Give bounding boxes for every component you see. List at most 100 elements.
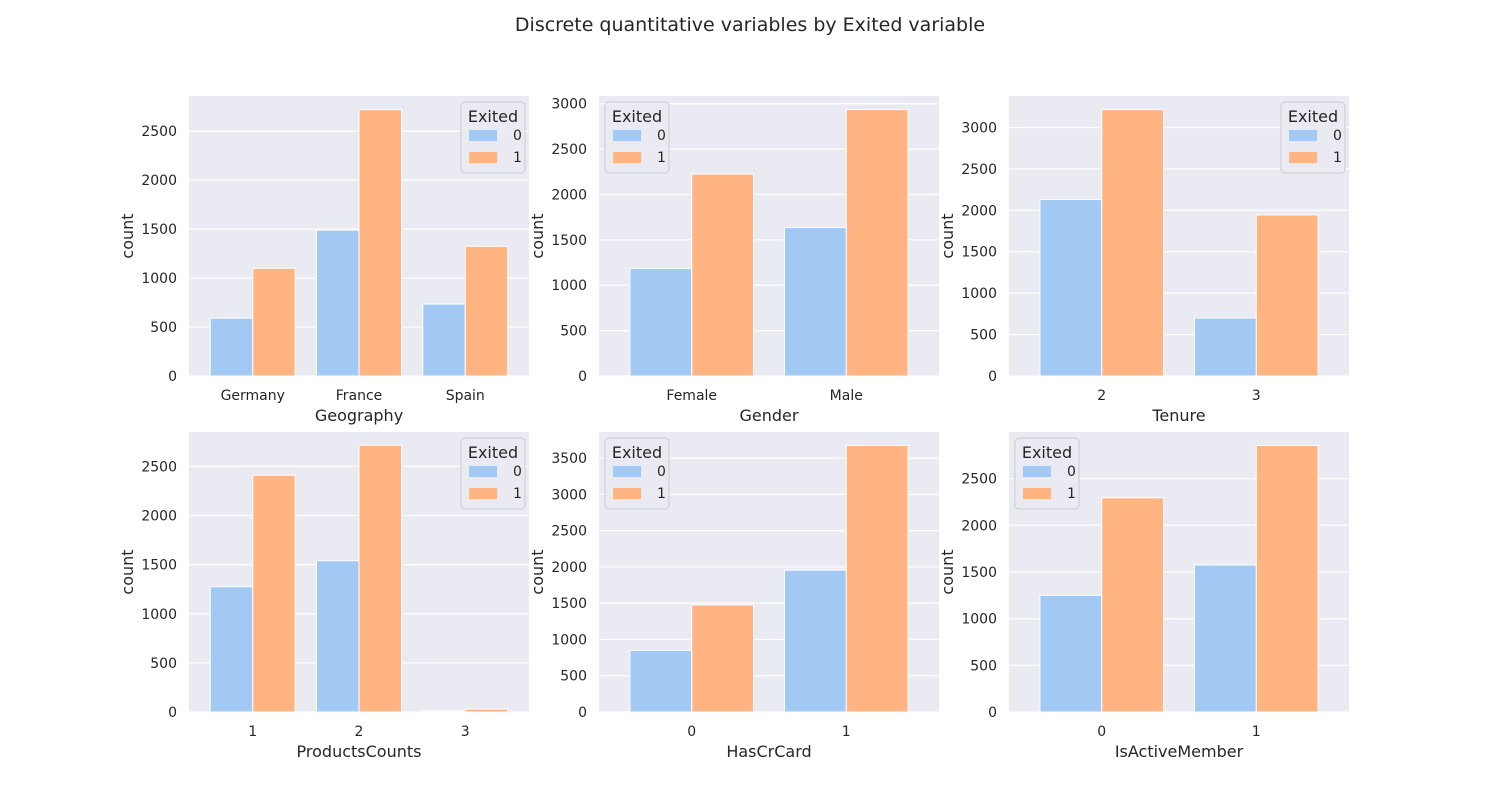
x-axis-label: HasCrCard bbox=[726, 742, 811, 761]
x-axis-label: Gender bbox=[740, 406, 799, 425]
bar-exited-1-1 bbox=[252, 474, 296, 713]
x-tick-label: Spain bbox=[446, 388, 485, 404]
y-tick-label: 2500 bbox=[141, 124, 177, 140]
x-tick-label: 0 bbox=[1097, 724, 1106, 740]
subplot-2: 0 500 1000 1500 2000 2500 3000 Female Male Gender… bbox=[528, 96, 939, 425]
y-tick-label: 1500 bbox=[551, 233, 587, 249]
y-tick-label: 1000 bbox=[141, 607, 177, 623]
y-tick-label: 500 bbox=[560, 669, 587, 685]
x-tick-label: 1 bbox=[1252, 724, 1261, 740]
legend-label: 1 bbox=[1333, 150, 1342, 166]
legend: Exited 0 1 bbox=[604, 101, 670, 174]
subplot-6: 0 500 1000 1500 2000 2500 0 1 IsActiveMember coun… bbox=[938, 432, 1349, 761]
bar-exited-0-male bbox=[783, 227, 847, 377]
legend-title: Exited bbox=[468, 107, 518, 126]
x-tick-label: 0 bbox=[687, 724, 696, 740]
x-tick-label: 2 bbox=[355, 724, 364, 740]
legend-swatch-1 bbox=[613, 152, 641, 163]
legend: Exited 0 1 bbox=[1280, 101, 1346, 174]
legend-swatch-1 bbox=[1289, 152, 1317, 163]
y-tick-label: 0 bbox=[578, 369, 587, 385]
x-tick-label: 3 bbox=[1252, 388, 1261, 404]
legend: Exited 0 1 bbox=[460, 437, 526, 510]
y-tick-label: 3000 bbox=[961, 120, 997, 136]
legend-label: 0 bbox=[513, 128, 522, 144]
legend-swatch-0 bbox=[469, 130, 497, 141]
bar-exited-1-male bbox=[845, 109, 909, 377]
legend-label: 0 bbox=[513, 464, 522, 480]
x-axis-label: Tenure bbox=[1151, 406, 1205, 425]
y-tick-label: 1500 bbox=[961, 565, 997, 581]
y-tick-label: 1500 bbox=[551, 596, 587, 612]
legend-label: 1 bbox=[1067, 486, 1076, 502]
y-tick-label: 2500 bbox=[961, 472, 997, 488]
legend-swatch-0 bbox=[1289, 130, 1317, 141]
bar-exited-1-2 bbox=[1101, 109, 1165, 377]
bar-exited-0-france bbox=[316, 229, 360, 377]
y-tick-label: 0 bbox=[988, 705, 997, 721]
bar-exited-1-1 bbox=[845, 444, 909, 713]
bar-exited-1-0 bbox=[1101, 497, 1165, 713]
y-tick-label: 2000 bbox=[961, 518, 997, 534]
bar-exited-0-1 bbox=[783, 569, 847, 713]
bar-exited-0-3 bbox=[422, 710, 466, 713]
legend-label: 1 bbox=[657, 150, 666, 166]
subplot-4: 0 500 1000 1500 2000 2500 1 2 3 ProductsCounts cou… bbox=[118, 432, 529, 761]
legend-title: Exited bbox=[1288, 107, 1338, 126]
x-axis-label: Geography bbox=[315, 406, 403, 425]
y-tick-label: 3000 bbox=[551, 97, 587, 113]
subplot-1: 0 500 1000 1500 2000 2500 Germany France Spain Ge… bbox=[118, 96, 529, 425]
y-axis-label: count bbox=[528, 549, 547, 594]
y-tick-label: 2000 bbox=[551, 560, 587, 576]
bar-exited-1-2 bbox=[358, 444, 402, 713]
bar-exited-1-germany bbox=[252, 267, 296, 377]
legend-swatch-0 bbox=[469, 466, 497, 477]
y-axis-label: count bbox=[938, 213, 957, 258]
bar-exited-0-0 bbox=[1039, 594, 1103, 713]
bar-exited-1-3 bbox=[464, 708, 509, 713]
y-tick-label: 0 bbox=[168, 705, 177, 721]
y-tick-label: 1000 bbox=[141, 271, 177, 287]
y-axis-label: count bbox=[528, 213, 547, 258]
bar-exited-0-1 bbox=[1193, 564, 1257, 713]
legend-label: 0 bbox=[657, 128, 666, 144]
y-tick-label: 500 bbox=[150, 320, 177, 336]
y-tick-label: 0 bbox=[988, 369, 997, 385]
y-tick-label: 1000 bbox=[551, 632, 587, 648]
x-tick-label: 3 bbox=[461, 724, 470, 740]
legend-label: 0 bbox=[1333, 128, 1342, 144]
bar-exited-0-3 bbox=[1193, 317, 1257, 377]
legend-swatch-0 bbox=[613, 466, 641, 477]
y-tick-label: 3500 bbox=[551, 451, 587, 467]
y-tick-label: 2500 bbox=[551, 524, 587, 540]
legend-label: 1 bbox=[657, 486, 666, 502]
y-tick-label: 2500 bbox=[551, 142, 587, 158]
y-tick-label: 2500 bbox=[141, 459, 177, 475]
legend-swatch-0 bbox=[1023, 466, 1051, 477]
legend: Exited 0 1 bbox=[1014, 437, 1080, 510]
y-tick-label: 500 bbox=[150, 656, 177, 672]
bar-exited-0-2 bbox=[1039, 199, 1103, 377]
y-tick-label: 500 bbox=[970, 658, 997, 674]
legend-label: 1 bbox=[513, 150, 522, 166]
legend-swatch-1 bbox=[1023, 488, 1051, 499]
x-axis-label: ProductsCounts bbox=[297, 742, 422, 761]
legend-swatch-1 bbox=[469, 152, 497, 163]
y-tick-label: 1000 bbox=[961, 286, 997, 302]
legend-title: Exited bbox=[1022, 443, 1072, 462]
bar-exited-0-female bbox=[629, 267, 693, 377]
legend: Exited 0 1 bbox=[604, 437, 670, 510]
y-tick-label: 1500 bbox=[141, 558, 177, 574]
y-tick-label: 1000 bbox=[961, 612, 997, 628]
y-tick-label: 3000 bbox=[551, 487, 587, 503]
bar-exited-0-0 bbox=[629, 649, 693, 713]
y-axis-label: count bbox=[118, 213, 137, 258]
bar-exited-0-germany bbox=[209, 317, 254, 377]
bar-exited-1-spain bbox=[464, 245, 509, 377]
y-tick-label: 2000 bbox=[551, 187, 587, 203]
bar-exited-0-2 bbox=[316, 560, 360, 713]
bar-exited-1-0 bbox=[691, 604, 755, 713]
subplot-3: 0 500 1000 1500 2000 2500 3000 2 3 Tenure count Exi… bbox=[938, 96, 1349, 425]
legend-label: 0 bbox=[1067, 464, 1076, 480]
